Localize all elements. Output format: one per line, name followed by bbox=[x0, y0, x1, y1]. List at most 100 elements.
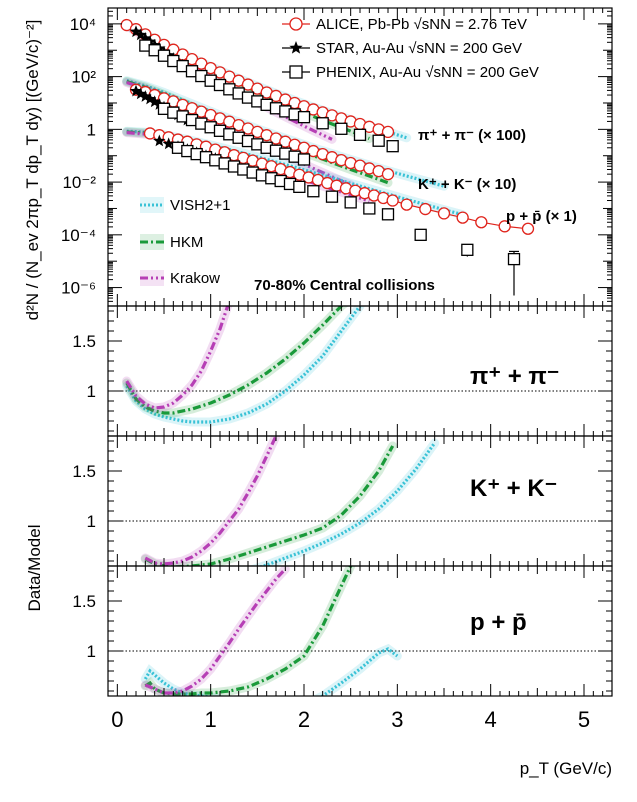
curve-krakow bbox=[144, 567, 287, 695]
point-alice-p bbox=[386, 194, 399, 207]
panel-label-kaon: K⁺ + K⁻ bbox=[470, 475, 557, 502]
legend-entry-hkm: HKM bbox=[140, 234, 203, 251]
point-star-k bbox=[143, 92, 157, 105]
band-krakow bbox=[140, 436, 281, 566]
y-tick-label: 10⁴ bbox=[70, 15, 96, 34]
x-tick-label: 2 bbox=[298, 707, 310, 732]
ratio-panel-pion bbox=[108, 306, 612, 427]
point-alice-p bbox=[437, 207, 451, 220]
x-tick-label: 5 bbox=[578, 707, 590, 732]
point-phenix-p bbox=[363, 202, 376, 215]
y-tick-label: 1 bbox=[87, 512, 96, 531]
svg-text:ALICE, Pb-Pb √sNN = 2.76 TeV: ALICE, Pb-Pb √sNN = 2.76 TeV bbox=[316, 16, 527, 33]
point-star- bbox=[129, 25, 143, 38]
y-axis-label-spectra: d²N / (N_ev 2πp_T dp_T dy) [(GeV/c)⁻²] bbox=[23, 20, 42, 321]
point-phenix- bbox=[297, 111, 311, 124]
annotation-pion: π⁺ + π⁻ (× 100) bbox=[418, 127, 526, 144]
curve-vish2-1 bbox=[125, 306, 362, 424]
legend-entry-alice: ALICE, Pb-Pb √sNN = 2.76 TeV bbox=[282, 16, 527, 33]
y-tick-label: 10⁻⁴ bbox=[61, 226, 96, 245]
annotation-kaon: K⁺ + K⁻ (× 10) bbox=[418, 176, 516, 193]
point-alice-k bbox=[381, 168, 395, 181]
point-alice-p bbox=[419, 202, 432, 216]
curve-krakow-k bbox=[126, 80, 352, 187]
svg-text:VISH2+1: VISH2+1 bbox=[170, 197, 230, 214]
curve-vish2-1 bbox=[258, 442, 436, 566]
y-axis-label-ratio: Data/Model bbox=[25, 525, 44, 612]
annotation-proton: p + p̄ (× 1) bbox=[506, 208, 577, 225]
point-phenix- bbox=[372, 134, 385, 147]
y-tick-label: 1 bbox=[87, 382, 96, 401]
x-axis-label: p_T (GeV/c) bbox=[520, 759, 612, 778]
curve-vish2-1 bbox=[143, 647, 399, 696]
ratio-panel-proton bbox=[108, 566, 612, 696]
point-phenix-p bbox=[414, 228, 427, 241]
legend-model: VISH2+1 HKM Krakow bbox=[140, 197, 230, 287]
point-phenix-p bbox=[381, 208, 395, 221]
y-tick-label: 1.5 bbox=[72, 332, 96, 351]
svg-text:PHENIX, Au-Au √sNN = 200 GeV: PHENIX, Au-Au √sNN = 200 GeV bbox=[316, 64, 539, 81]
y-tick-label: 1 bbox=[87, 642, 96, 661]
point-phenix- bbox=[353, 128, 367, 141]
curve-krakow bbox=[125, 306, 230, 410]
legend-data: ALICE, Pb-Pb √sNN = 2.76 TeV STAR, Au-Au… bbox=[282, 16, 539, 81]
x-tick-label: 0 bbox=[111, 707, 123, 732]
svg-text:STAR, Au-Au √sNN = 200 GeV: STAR, Au-Au √sNN = 200 GeV bbox=[316, 40, 522, 57]
legend-entry-star: STAR, Au-Au √sNN = 200 GeV bbox=[282, 40, 522, 57]
point-alice-p bbox=[475, 216, 488, 229]
panel-label-pion: π⁺ + π⁻ bbox=[470, 363, 559, 390]
point-phenix- bbox=[316, 117, 329, 130]
point-star-k bbox=[148, 95, 161, 108]
curve-hkm bbox=[144, 445, 395, 566]
band-hkm bbox=[140, 441, 398, 566]
y-tick-label: 1 bbox=[87, 120, 96, 139]
point-phenix-k bbox=[297, 153, 311, 166]
point-star-k bbox=[134, 87, 147, 100]
point-alice- bbox=[381, 125, 395, 139]
x-tick-label: 4 bbox=[485, 707, 497, 732]
curve-hkm bbox=[125, 306, 344, 415]
spectra-panel bbox=[120, 18, 535, 296]
point-star- bbox=[134, 28, 147, 41]
svg-text:Krakow: Krakow bbox=[170, 270, 220, 287]
y-tick-label: 10⁻⁶ bbox=[61, 279, 96, 298]
band-krakow bbox=[122, 306, 233, 413]
point-phenix-p bbox=[307, 185, 320, 198]
y-tick-label: 10⁻² bbox=[62, 173, 96, 192]
panel-label-proton: p + p̄ bbox=[470, 609, 527, 636]
point-alice-p bbox=[456, 211, 469, 224]
point-alice-p bbox=[400, 198, 413, 211]
svg-text:HKM: HKM bbox=[170, 234, 203, 251]
point-phenix-p bbox=[344, 196, 357, 209]
legend-entry-phenix: PHENIX, Au-Au √sNN = 200 GeV bbox=[282, 64, 539, 81]
curve-krakow- bbox=[125, 24, 333, 141]
point-star-k bbox=[129, 84, 143, 97]
y-tick-label: 1.5 bbox=[72, 592, 96, 611]
legend-entry-vish: VISH2+1 bbox=[140, 197, 230, 214]
centrality-label: 70-80% Central collisions bbox=[254, 277, 435, 294]
band-krakow bbox=[140, 566, 290, 696]
point-star- bbox=[139, 31, 152, 44]
x-tick-label: 3 bbox=[391, 707, 403, 732]
point-alice-p bbox=[521, 222, 535, 235]
point-phenix-p bbox=[461, 243, 474, 256]
point-phenix-p bbox=[293, 180, 306, 194]
point-phenix- bbox=[386, 140, 399, 153]
point-star-k bbox=[139, 90, 152, 102]
point-phenix-p bbox=[507, 252, 521, 266]
y-tick-label: 10² bbox=[71, 68, 96, 87]
x-tick-label: 1 bbox=[205, 707, 217, 732]
point-phenix-p bbox=[325, 190, 339, 203]
curve-hkm- bbox=[125, 23, 370, 140]
point-star-p bbox=[153, 134, 166, 147]
band-hkm bbox=[140, 566, 356, 696]
legend-entry-krakow: Krakow bbox=[140, 270, 220, 287]
point-star-p bbox=[162, 137, 175, 150]
panel-frame bbox=[107, 565, 613, 697]
point-phenix- bbox=[335, 122, 348, 135]
point-alice-p bbox=[498, 220, 511, 233]
ratio-panel-kaon bbox=[108, 436, 612, 566]
curve-krakow bbox=[144, 436, 278, 566]
axes: 10⁻⁶ 10⁻⁴ 10⁻² 1 10² 10⁴ 1 1.5 1 1.5 1 1.5 0 1 2 3 4 5 bbox=[61, 7, 613, 732]
